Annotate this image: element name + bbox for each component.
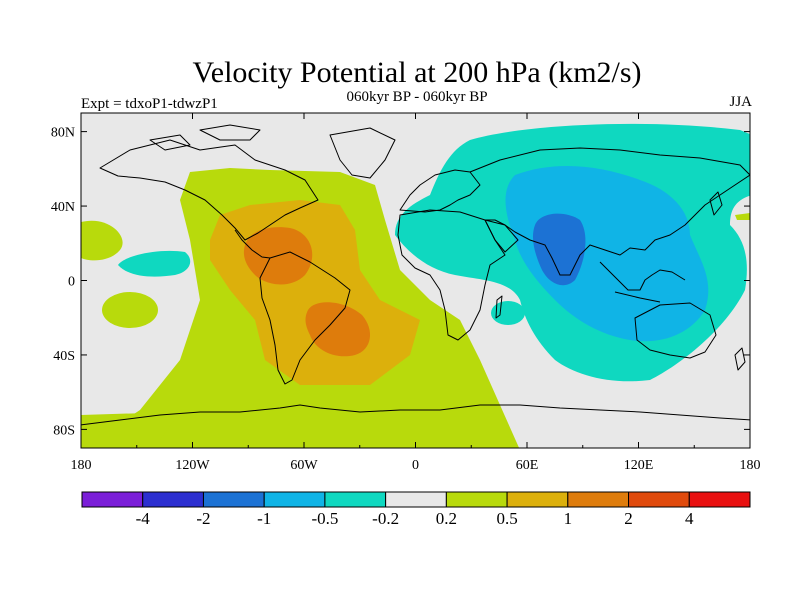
y-tick-label: 40S [53, 349, 75, 364]
x-tick-label: 0 [412, 458, 419, 473]
season-label: JJA [729, 94, 752, 110]
colorbar-label: 4 [685, 509, 694, 528]
x-axis: 180 120W 60W 0 60E 120E 180 [71, 113, 761, 473]
contour-region-pos-0.2-pacific-south [102, 292, 158, 328]
contour-region-neg-0.2-madagascar [491, 301, 525, 325]
x-tick-label: 180 [740, 458, 761, 473]
colorbar-label: 2 [624, 509, 633, 528]
x-tick-label: 60E [516, 458, 539, 473]
colorbar-swatch [263, 491, 326, 508]
colorbar-label: -0.5 [311, 509, 338, 528]
colorbar-swatch [688, 491, 751, 508]
y-tick-label: 80N [51, 126, 75, 141]
contour-region-neg-0.2-pacific [118, 250, 191, 277]
y-tick-label: 80S [53, 423, 75, 438]
chart-subtitle: 060kyr BP - 060kyr BP [346, 89, 487, 105]
colorbar-swatch [324, 491, 387, 508]
colorbar-label: 0.2 [436, 509, 457, 528]
colorbar-swatch [628, 491, 690, 508]
contour-region-neg-1-india [532, 213, 586, 286]
colorbar-swatch [142, 491, 204, 508]
contour-region-pos-1-south-atlantic [305, 302, 371, 357]
colorbar-swatch [445, 491, 508, 508]
colorbar-label: -4 [136, 509, 151, 528]
x-tick-label: 120E [624, 458, 654, 473]
contour-field [81, 113, 750, 448]
colorbar-label: -2 [196, 509, 210, 528]
colorbar-label: 1 [564, 509, 573, 528]
colorbar-swatch [385, 491, 447, 508]
contour-region-pos-0.2-pacific [81, 220, 123, 261]
colorbar-swatch [202, 491, 265, 508]
colorbar-label: 0.5 [496, 509, 517, 528]
contour-region-pos-0.2-east [735, 213, 750, 220]
contour-region-neg-0.5 [505, 165, 709, 342]
x-tick-label: 180 [71, 458, 92, 473]
coastlines [81, 124, 750, 426]
x-tick-label: 120W [175, 458, 210, 473]
y-tick-label: 0 [68, 275, 75, 290]
colorbar-swatch [567, 491, 630, 508]
colorbar-label: -1 [257, 509, 271, 528]
colorbar-swatch [506, 491, 569, 508]
colorbar-swatch [81, 491, 144, 508]
colorbar-label: -0.2 [372, 509, 399, 528]
colorbar: -4 -2 -1 -0.5 -0.2 0.2 0.5 1 2 4 [81, 491, 751, 528]
experiment-label: Expt = tdxoP1-tdwzP1 [81, 96, 218, 112]
x-tick-label: 60W [290, 458, 318, 473]
y-axis: 80N 40N 0 40S 80S [51, 126, 750, 438]
y-tick-label: 40N [51, 200, 75, 215]
contour-region-pos-0.2-south [81, 412, 180, 448]
chart-title: Velocity Potential at 200 hPa (km2/s) [192, 56, 641, 89]
